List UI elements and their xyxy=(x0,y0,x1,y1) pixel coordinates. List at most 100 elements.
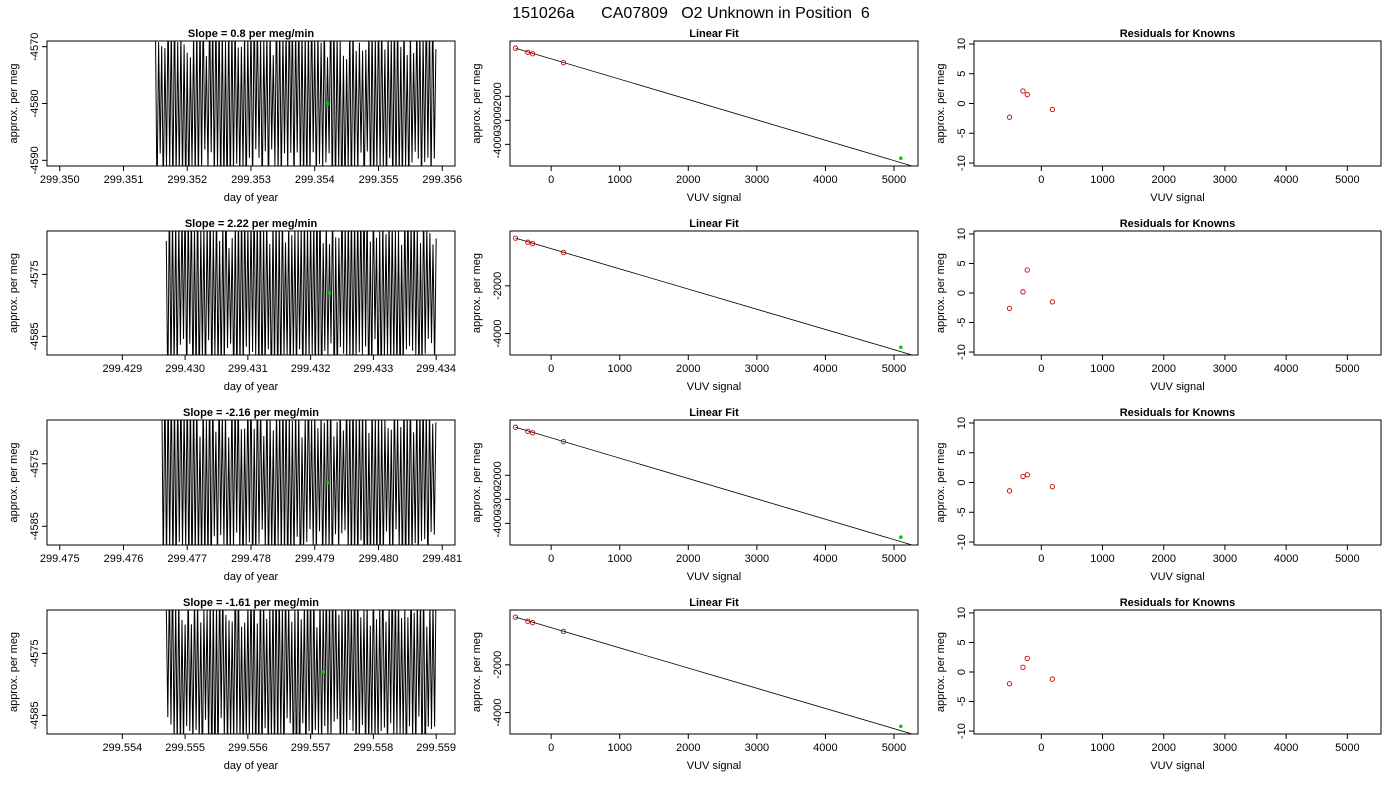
y-tick-label: 0 xyxy=(956,669,968,675)
y-axis-label: approx. per meg xyxy=(471,442,483,522)
y-tick-label: 0 xyxy=(956,290,968,296)
residual-point xyxy=(1006,681,1013,687)
chart-panel-r0-c2: Residuals for Knowns 0 1000 2000 3000 4000 500… xyxy=(935,28,1382,204)
residual-point xyxy=(1024,472,1030,478)
x-axis-label: day of year xyxy=(224,381,279,393)
y-tick-label: -10 xyxy=(956,155,968,171)
known-point xyxy=(525,239,531,245)
panel-title: Residuals for Knowns xyxy=(1120,597,1236,609)
x-axis-label: VUV signal xyxy=(1150,381,1204,393)
plot-frame xyxy=(509,609,919,735)
x-tick-label: 4000 xyxy=(1274,553,1298,565)
y-tick-label: 5 xyxy=(956,639,968,645)
plot-area xyxy=(512,614,914,734)
chart-panel-r3-c2: Residuals for Knowns 0 1000 2000 3000 4000 500… xyxy=(935,597,1382,772)
x-tick-label: 1000 xyxy=(607,742,631,754)
x-tick-label: 4000 xyxy=(813,174,837,186)
x-tick-label: 1000 xyxy=(607,174,631,186)
y-tick-label: 0 xyxy=(956,479,968,485)
chart-panel-r2-c2: Residuals for Knowns 0 1000 2000 3000 4000 500… xyxy=(935,407,1382,583)
y-tick-label: -4000 xyxy=(492,130,504,158)
x-tick-label: 1000 xyxy=(1090,553,1114,565)
x-tick-label: 299.353 xyxy=(231,174,271,186)
plot-frame xyxy=(509,230,919,356)
x-tick-label: 299.557 xyxy=(291,742,331,754)
known-point xyxy=(512,424,519,430)
x-axis-label: VUV signal xyxy=(687,571,741,583)
signal-trace xyxy=(161,420,437,545)
y-tick-label: -4000 xyxy=(492,698,504,726)
x-tick-label: 4000 xyxy=(813,363,837,375)
x-tick-label: 4000 xyxy=(813,553,837,565)
x-tick-label: 299.434 xyxy=(416,363,456,375)
plot-area xyxy=(1006,88,1055,120)
x-tick-label: 1000 xyxy=(1090,363,1114,375)
x-tick-label: 2000 xyxy=(1151,553,1175,565)
panel-title: Residuals for Knowns xyxy=(1120,28,1236,40)
x-tick-label: 0 xyxy=(548,363,554,375)
x-tick-label: 299.352 xyxy=(167,174,207,186)
y-tick-label: -4575 xyxy=(29,260,41,288)
y-tick-label: 0 xyxy=(956,100,968,106)
x-tick-label: 4000 xyxy=(813,742,837,754)
unknown-point xyxy=(899,535,903,539)
y-axis-label: approx. per meg xyxy=(8,632,20,712)
residual-point xyxy=(1020,289,1026,295)
x-tick-label: 299.354 xyxy=(295,174,335,186)
panel-title: Linear Fit xyxy=(689,597,739,609)
x-tick-label: 3000 xyxy=(745,742,769,754)
y-tick-label: -3000 xyxy=(492,485,504,513)
y-tick-label: -2000 xyxy=(492,82,504,110)
known-point xyxy=(512,235,519,241)
x-tick-label: 299.433 xyxy=(354,363,394,375)
y-axis-label: approx. per meg xyxy=(8,63,20,143)
residual-point xyxy=(1049,299,1055,305)
chart-panel-r3-c1: Linear Fit 0 1000 2000 3000 4000 5000 -2000 -400… xyxy=(471,597,919,772)
y-tick-label: -2000 xyxy=(492,461,504,489)
fit-line xyxy=(515,426,914,545)
panel-title: Slope = -2.16 per meg/min xyxy=(183,407,319,419)
y-tick-label: -4585 xyxy=(29,512,41,540)
x-tick-label: 2000 xyxy=(676,363,700,375)
x-tick-label: 299.479 xyxy=(295,553,335,565)
x-tick-label: 299.481 xyxy=(422,553,462,565)
x-tick-label: 299.429 xyxy=(102,363,142,375)
signal-trace xyxy=(155,41,437,166)
y-axis-label: approx. per meg xyxy=(471,63,483,143)
x-axis-label: day of year xyxy=(224,192,279,204)
x-tick-label: 5000 xyxy=(1335,174,1359,186)
x-tick-label: 3000 xyxy=(745,553,769,565)
known-point xyxy=(529,240,536,247)
plot-area xyxy=(155,41,437,166)
residual-point xyxy=(1020,664,1026,670)
x-tick-label: 299.355 xyxy=(359,174,399,186)
y-axis-label: approx. per meg xyxy=(935,63,947,143)
known-point xyxy=(529,51,536,57)
known-point xyxy=(560,438,567,445)
x-axis-label: VUV signal xyxy=(687,192,741,204)
y-tick-label: -5 xyxy=(956,128,968,138)
y-tick-label: -5 xyxy=(956,507,968,517)
residual-point xyxy=(1024,655,1030,662)
plot-area xyxy=(512,235,914,355)
known-point xyxy=(560,59,567,66)
y-axis-label: approx. per meg xyxy=(935,442,947,522)
x-tick-label: 5000 xyxy=(882,553,906,565)
y-axis-label: approx. per meg xyxy=(8,442,20,522)
panel-title: Linear Fit xyxy=(689,28,739,40)
x-tick-label: 299.475 xyxy=(40,553,80,565)
mean-marker xyxy=(327,291,332,295)
known-point xyxy=(529,619,536,626)
x-axis-label: VUV signal xyxy=(1150,192,1204,204)
residual-point xyxy=(1020,473,1026,480)
y-tick-label: 10 xyxy=(956,228,968,240)
y-tick-label: -2000 xyxy=(492,651,504,679)
x-tick-label: 1000 xyxy=(1090,174,1114,186)
chart-panel-r2-c1: Linear Fit 0 1000 2000 3000 4000 5000 -2000-300… xyxy=(471,407,919,583)
x-tick-label: 3000 xyxy=(1213,174,1237,186)
plot-area xyxy=(165,610,437,734)
x-tick-label: 2000 xyxy=(676,742,700,754)
y-tick-label: -4000 xyxy=(492,509,504,537)
y-tick-label: -4575 xyxy=(29,450,41,478)
